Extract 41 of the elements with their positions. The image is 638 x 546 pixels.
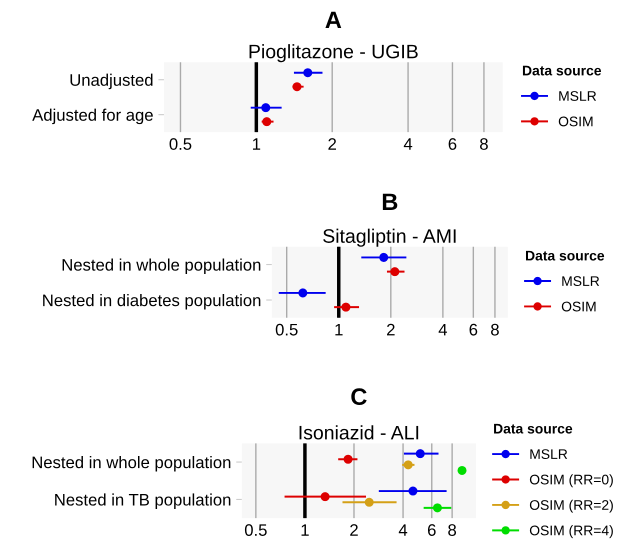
y-tick-label: Adjusted for age [32,108,153,124]
legend-label: OSIM [558,116,592,126]
legend-label: MSLR [530,449,568,460]
x-tick-label: 1 [252,138,260,150]
x-tick-label: 8 [491,324,499,336]
x-tick-label: 4 [398,524,408,536]
legend-title: Data source [522,66,602,76]
chart-title: C [351,388,367,406]
x-tick-label: 6 [428,524,436,536]
y-tick-label: Nested in whole population [32,456,230,472]
chart-subtitle: Pioglitazone - UGIB [250,44,418,62]
x-tick-label: 8 [448,524,456,536]
chart-subtitle: Sitagliptin - AMI [323,228,456,247]
chart-title: B [382,194,398,210]
legend-label: MSLR [559,91,596,101]
legend-label: OSIM (RR=0) [530,474,613,488]
x-tick-label: 0.5 [170,138,192,150]
chart-subtitle: Isoniazid - ALI [300,425,418,440]
x-tick-label: 2 [350,524,358,536]
legend-title: Data source [526,250,604,261]
x-tick-label: 2 [387,324,395,336]
x-tick-label: 4 [404,138,412,150]
x-tick-label: 1 [302,524,309,536]
y-tick-label: Unadjusted [70,74,152,90]
legend-label: MSLR [562,276,600,286]
legend-title: Data source [494,424,572,434]
x-tick-label: 4 [438,324,448,336]
y-tick-label: Nested in TB population [55,493,230,509]
x-tick-label: 1 [335,324,343,336]
x-tick-label: 2 [328,138,336,150]
x-tick-label: 8 [480,138,488,150]
legend-label: OSIM (RR=2) [530,500,613,513]
legend-label: OSIM [562,302,596,312]
x-tick-label: 0.5 [276,324,298,336]
y-tick-label: Nested in diabetes population [43,294,260,310]
x-tick-label: 6 [470,324,478,336]
x-tick-label: 6 [448,138,456,150]
legend-label: OSIM (RR=4) [530,525,613,538]
y-tick-label: Nested in whole population [62,258,260,274]
x-tick-label: 0.5 [244,524,267,536]
chart-title: A [325,12,342,28]
